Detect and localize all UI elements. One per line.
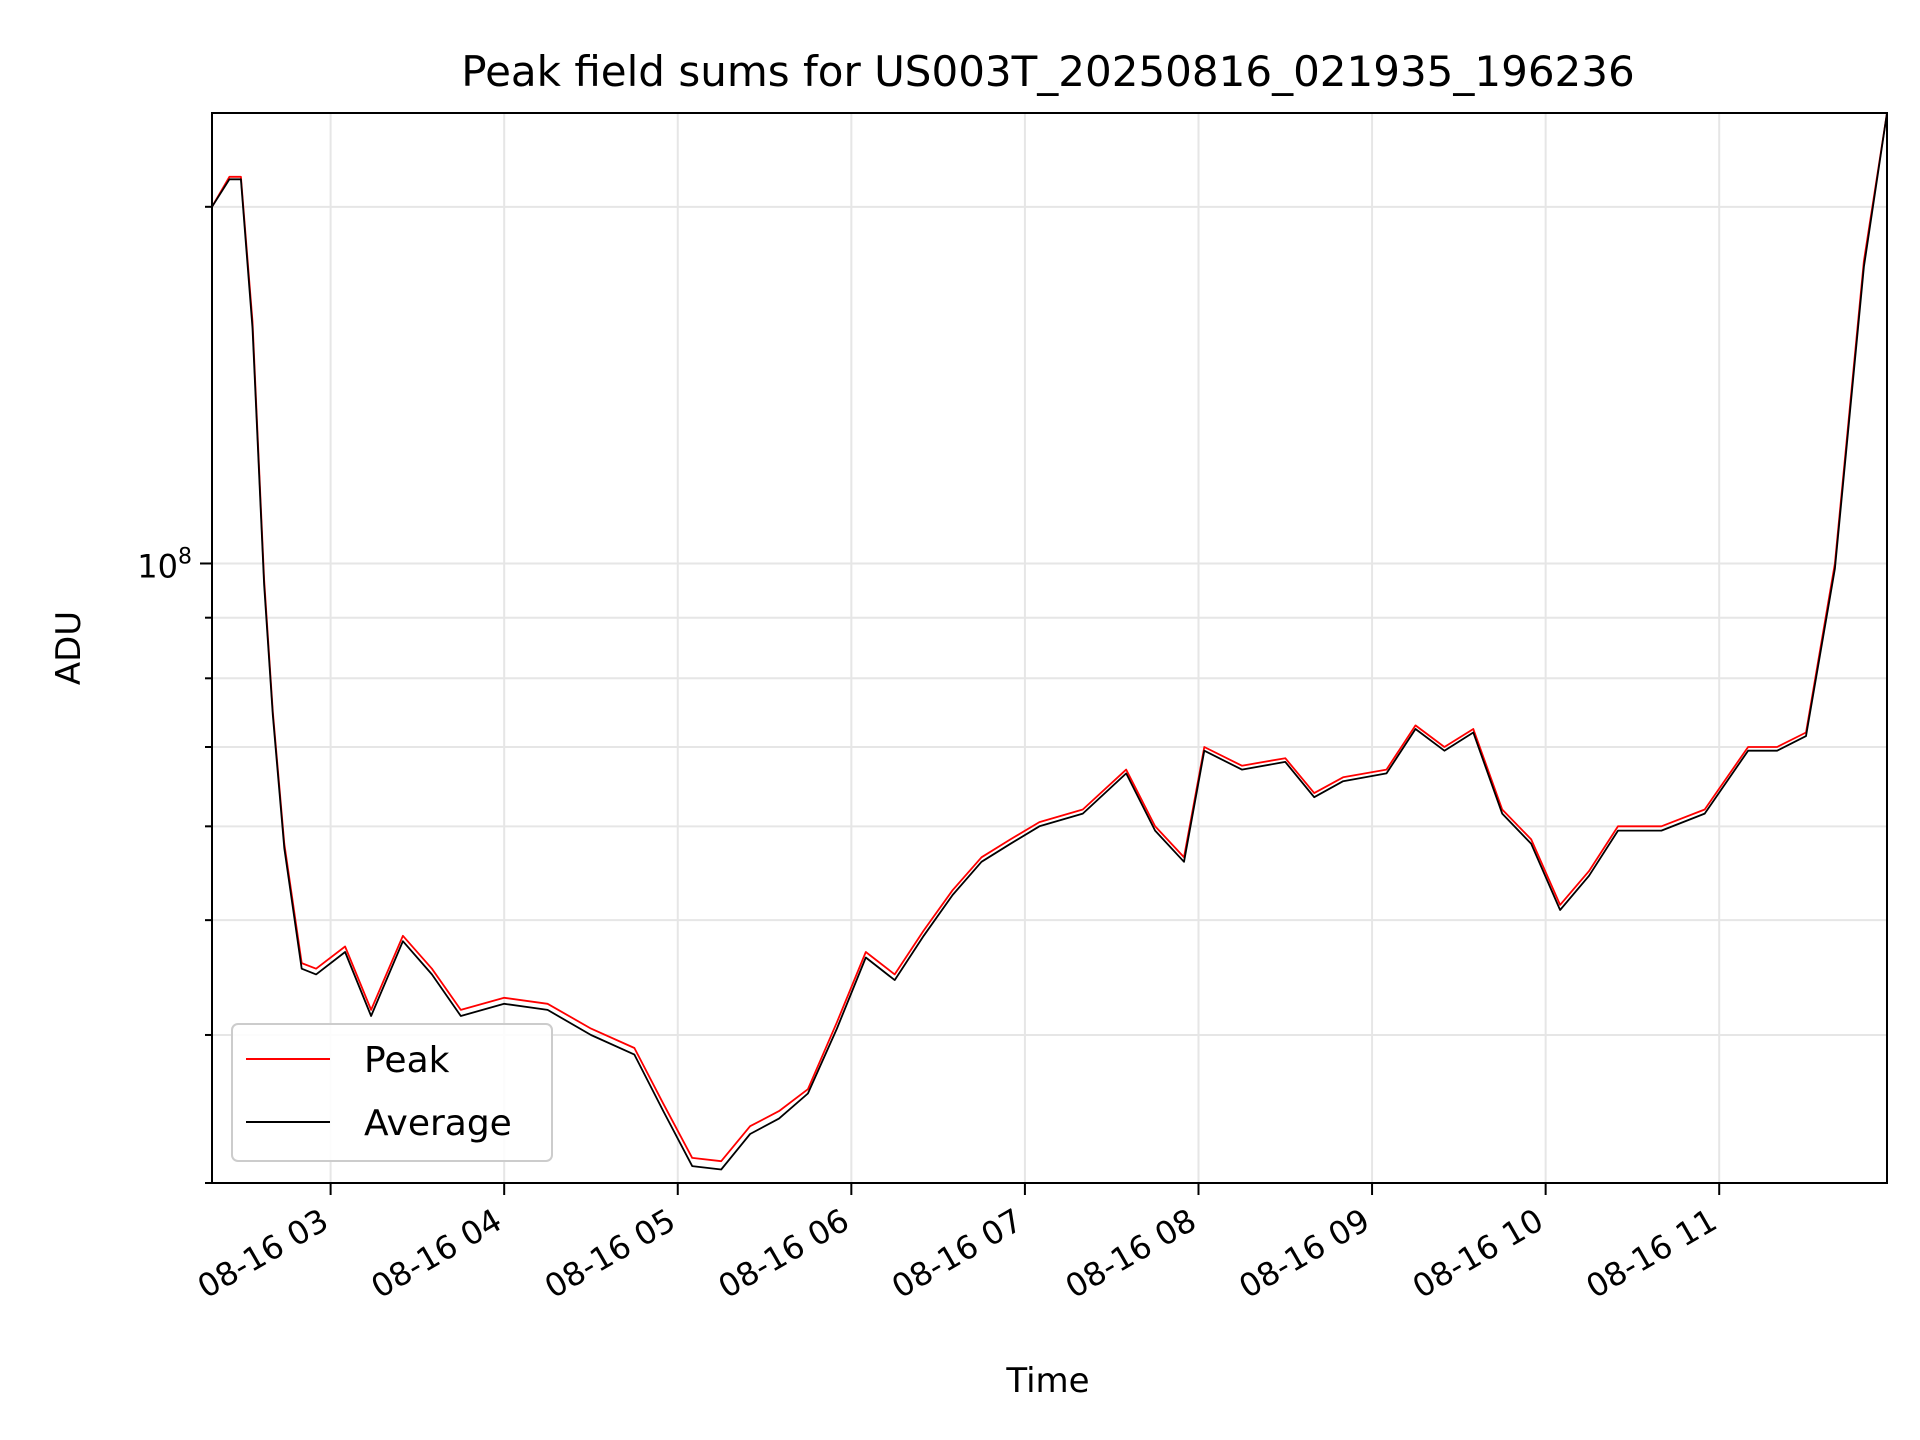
plot-frame — [211, 112, 1888, 1184]
x-axis-title: Time — [1005, 1361, 1089, 1401]
series-layer — [211, 112, 1888, 1171]
chart-title: Peak field sums for US003T_20250816_0219… — [461, 47, 1634, 96]
y-tick-label: 108 — [137, 544, 192, 585]
legend: Peak Average — [231, 1023, 553, 1162]
series-line-peak — [211, 112, 1888, 1163]
legend-label-peak: Peak — [364, 1040, 450, 1081]
series-line-average — [211, 112, 1888, 1171]
y-axis: 108 — [137, 205, 212, 1184]
legend-label-average: Average — [364, 1103, 512, 1144]
y-axis-title: ADU — [49, 611, 89, 685]
